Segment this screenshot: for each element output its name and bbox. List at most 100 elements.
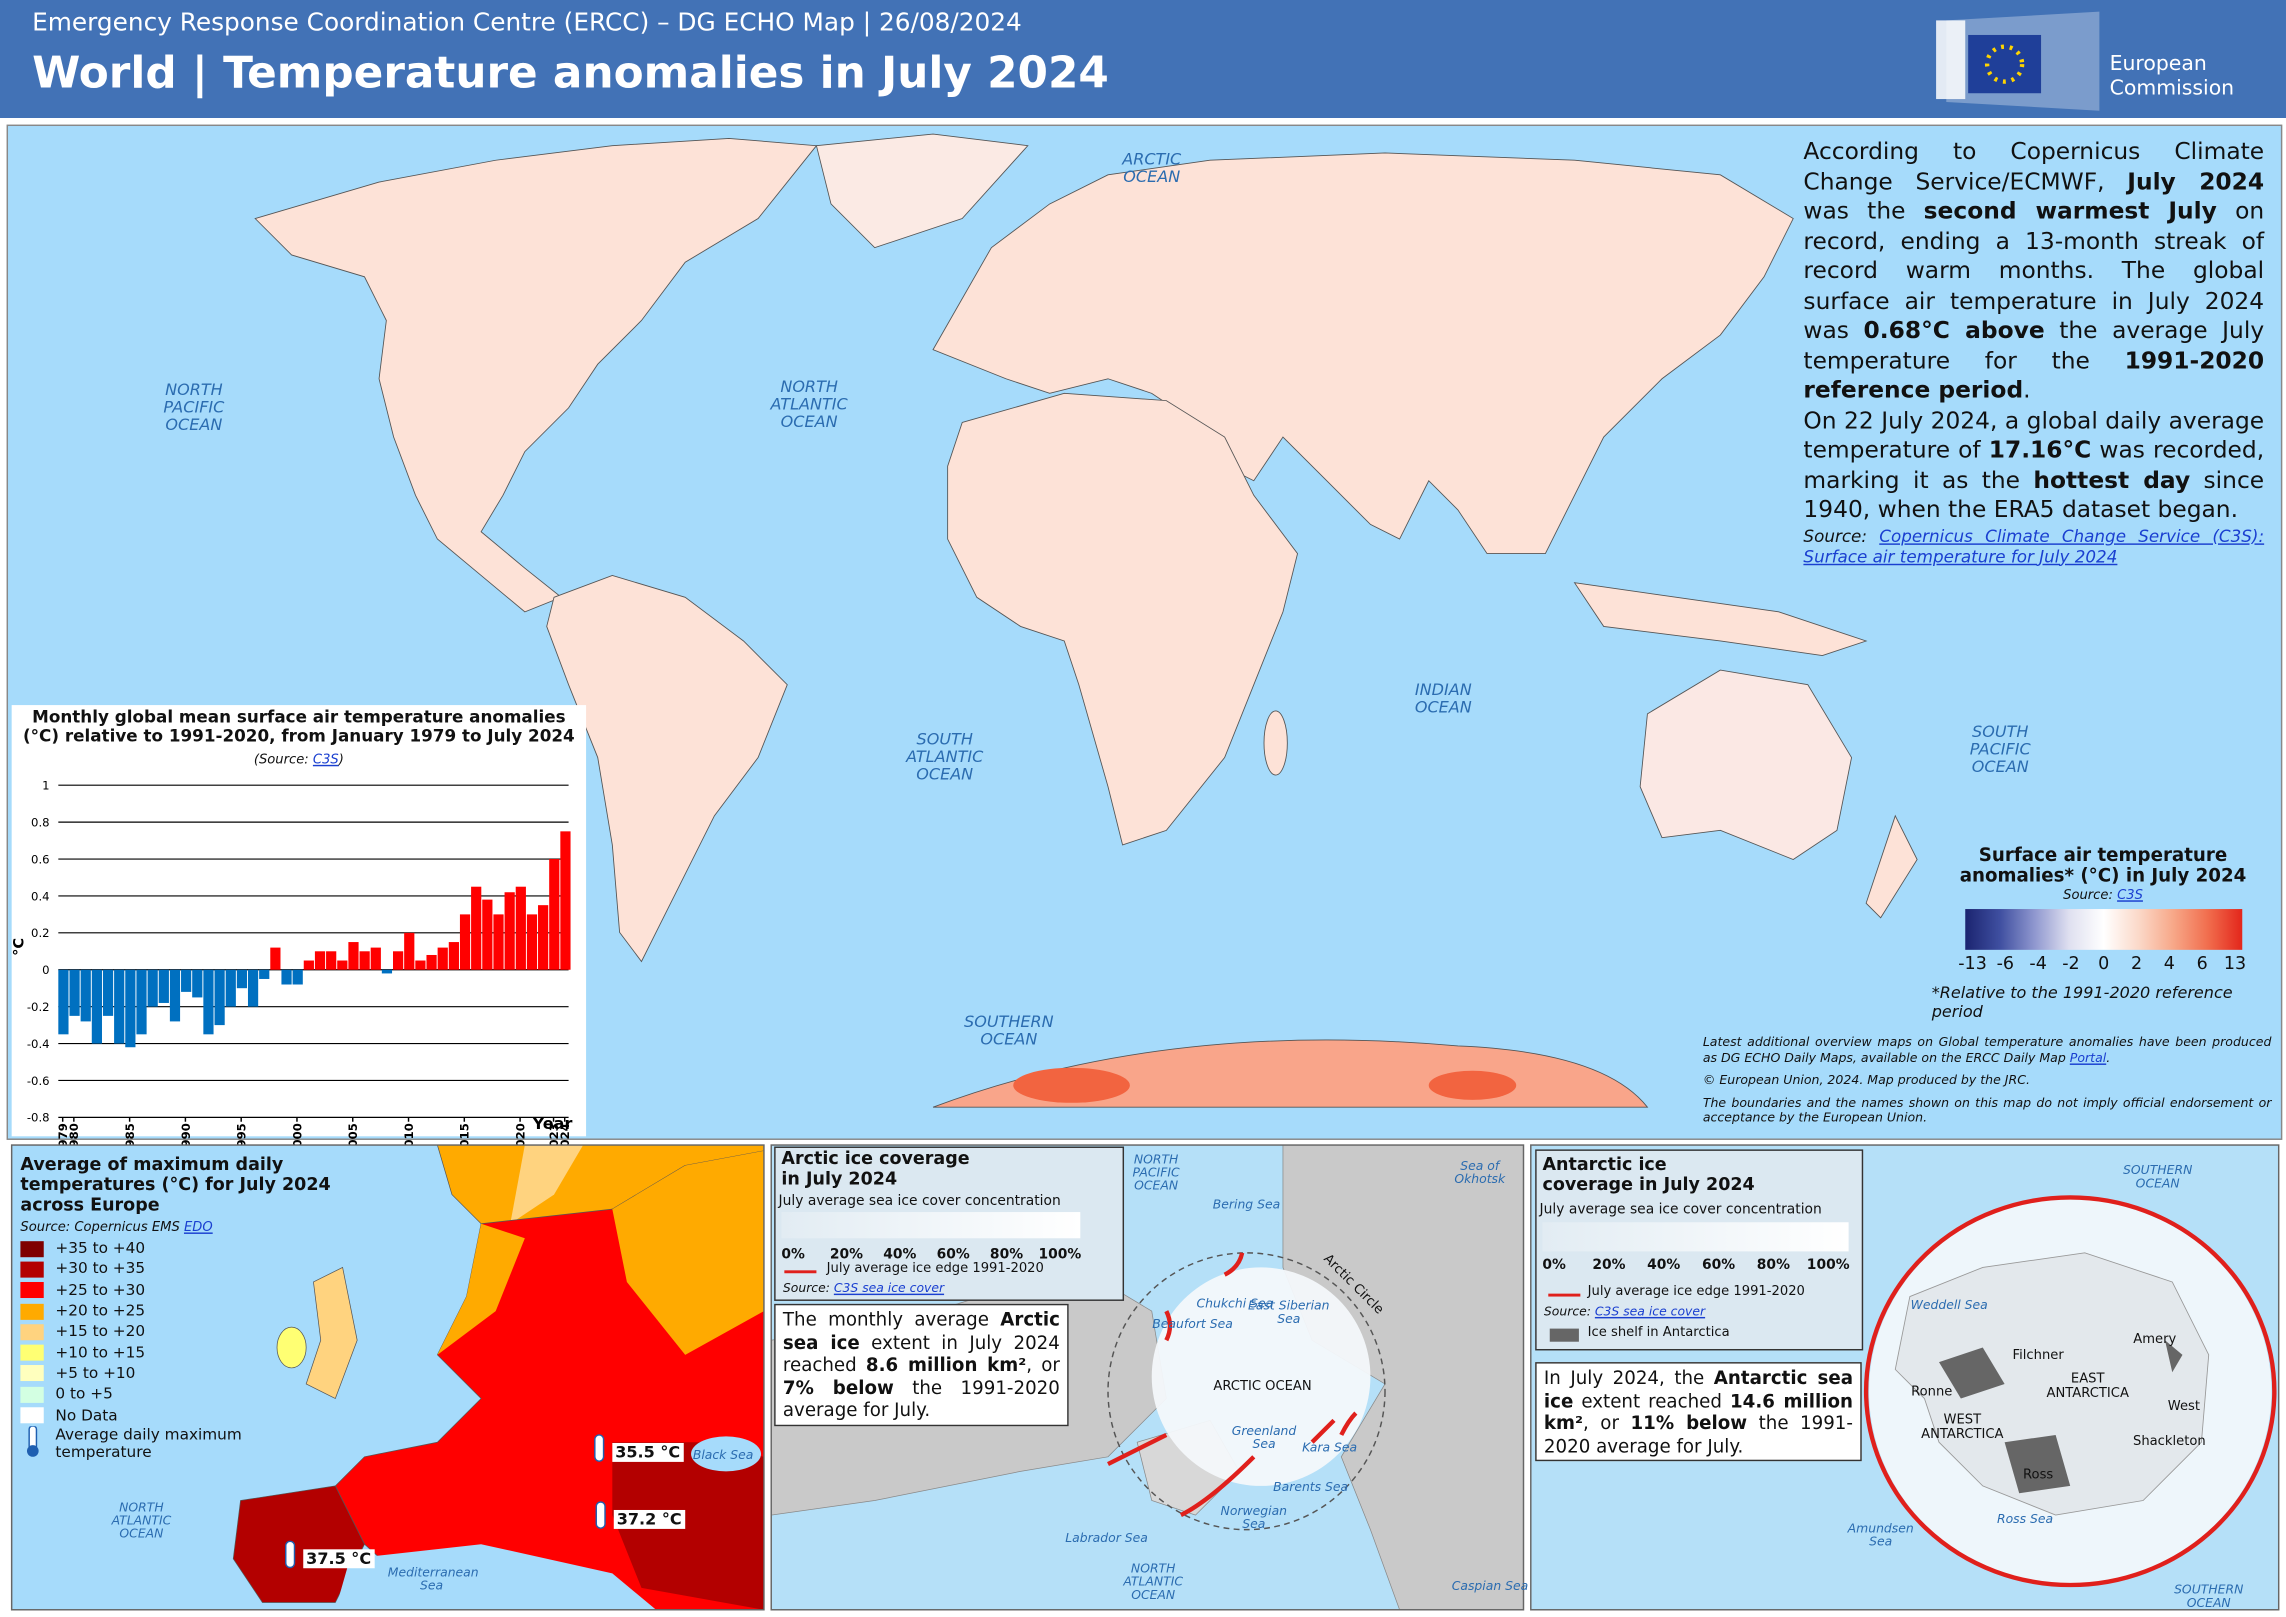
- sea-label: Mediterranean Sea: [387, 1566, 479, 1594]
- ocean-label: ARCTIC OCEAN: [1122, 150, 1182, 187]
- legend: Surface air temperature anomalies* (°C) …: [1939, 843, 2267, 906]
- map-label: Sea of Okhotsk: [1454, 1159, 1506, 1188]
- legend-item: +20 to +25: [20, 1301, 341, 1322]
- colorbar: [1965, 909, 2243, 950]
- legend-label: +5 to +10: [55, 1364, 136, 1383]
- text-run: ): [338, 753, 344, 768]
- text-run: Antarctic sea ice: [1543, 1366, 1854, 1411]
- y-tick-label: -0.4: [27, 1037, 50, 1051]
- text-run: on record, ending a 13-month streak of r…: [1803, 196, 2265, 344]
- map-label: SOUTHERN OCEAN: [2174, 1583, 2244, 1612]
- text-run: The monthly average: [782, 1308, 1001, 1331]
- map-label: Filchner: [2012, 1348, 2064, 1364]
- y-tick-label: 0.6: [31, 852, 50, 866]
- legend-title: Surface air temperature anomalies* (°C) …: [1959, 843, 2247, 886]
- colorbar-tick: -2: [2062, 952, 2080, 974]
- colorbar-tick: 2: [2130, 952, 2143, 974]
- text-run: Arctic sea ice: [782, 1308, 1060, 1353]
- note: Latest additional overview maps on Globa…: [1703, 1036, 2272, 1067]
- map-label: Weddell Sea: [1910, 1298, 1988, 1314]
- map-label: ARCTIC OCEAN: [1213, 1379, 1312, 1395]
- colorbar-tick: 0: [2098, 952, 2110, 974]
- ice-tick: 60%: [1701, 1257, 1736, 1274]
- bar: [426, 954, 437, 970]
- text-run: The boundaries and the names shown on th…: [1702, 1096, 2272, 1127]
- panel-source: Source: Copernicus EMS EDO: [20, 1221, 341, 1236]
- link[interactable]: C3S sea ice cover: [1594, 1305, 1706, 1320]
- text-run: hottest day: [2033, 465, 2191, 494]
- map-label: EAST ANTARCTICA: [2046, 1372, 2129, 1402]
- bar: [459, 914, 471, 970]
- map-label: Chukchi Sea: [1196, 1297, 1274, 1312]
- temperature-label: 37.2 °C: [613, 1509, 685, 1529]
- link[interactable]: C3S sea ice cover: [833, 1281, 945, 1297]
- link[interactable]: C3S: [2117, 888, 2143, 904]
- ocean-label: NORTH PACIFIC OCEAN: [163, 380, 225, 435]
- bar: [471, 886, 482, 970]
- bar: [181, 969, 192, 992]
- link[interactable]: C3S: [312, 753, 339, 768]
- legend-subtitle: July average sea ice cover concentration: [1539, 1201, 1822, 1218]
- y-tick-label: 1: [42, 779, 49, 793]
- link[interactable]: Copernicus Climate Change Service (C3S):…: [1803, 525, 2265, 566]
- legend-swatch: [20, 1407, 44, 1424]
- map-label: Amery: [2133, 1332, 2177, 1348]
- colorbar-tick: 6: [2196, 952, 2208, 974]
- text-run: Source: Copernicus EMS: [20, 1220, 184, 1236]
- legend-item: +35 to +40: [20, 1238, 341, 1259]
- bar: [493, 914, 504, 970]
- legend-label: July average ice edge 1991-2020: [826, 1261, 1044, 1277]
- y-tick-label: 0.8: [31, 815, 50, 829]
- legend-label: Average daily maximum temperature: [55, 1425, 242, 1461]
- temperature-label: 37.5 °C: [303, 1549, 375, 1569]
- panel-title: Antarctic ice coverage in July 2024: [1542, 1153, 1755, 1195]
- bar: [337, 960, 348, 970]
- text-run: , or: [1026, 1353, 1060, 1376]
- header-subtitle: Emergency Response Coordination Centre (…: [32, 8, 1022, 38]
- legend-swatch: [20, 1240, 44, 1257]
- x-axis-title: Year: [532, 1114, 573, 1133]
- legend-swatch: [20, 1386, 44, 1403]
- legend-swatch: [20, 1282, 44, 1299]
- legend-label: +10 to +15: [55, 1344, 146, 1362]
- legend-item: +10 to +15: [20, 1342, 341, 1363]
- text-run: Latest additional overview maps on Globa…: [1702, 1035, 2272, 1066]
- bar: [437, 947, 448, 970]
- link[interactable]: EDO: [183, 1220, 213, 1236]
- link[interactable]: Portal: [2069, 1051, 2107, 1066]
- legend-item: 0 to +5: [20, 1384, 341, 1405]
- bar: [259, 969, 270, 979]
- y-tick-label: 0.4: [31, 889, 50, 903]
- map-label: Bering Sea: [1212, 1198, 1281, 1213]
- panel-title: Average of maximum daily temperatures (°…: [20, 1153, 331, 1215]
- edge-sample: [784, 1270, 817, 1274]
- bar: [326, 951, 337, 970]
- logo-line: European: [2109, 52, 2207, 76]
- colorbar-tick: -6: [1996, 952, 2015, 974]
- map-label: West: [2167, 1399, 2201, 1415]
- paragraph: On 22 July 2024, a global daily average …: [1803, 406, 2264, 525]
- legend-source: Source: C3S: [1939, 886, 2267, 906]
- bar: [270, 947, 281, 970]
- eu-logo: [1936, 11, 2100, 111]
- chart-source: (Source: C3S): [254, 753, 344, 768]
- legend-source: Source: C3S sea ice cover: [1544, 1305, 1705, 1320]
- bar: [281, 969, 292, 985]
- ice-tick: 100%: [1806, 1257, 1850, 1274]
- header-band: [0, 0, 2286, 119]
- arctic-text: The monthly average Arctic sea ice exten…: [774, 1303, 1069, 1426]
- colorbar-tick: -4: [2029, 952, 2047, 974]
- text-run: was the: [1803, 196, 1924, 225]
- text-run: © European Union, 2024. Map produced by …: [1702, 1073, 2030, 1089]
- map-label: Ross: [2023, 1468, 2054, 1484]
- map-label: Beaufort Sea: [1152, 1317, 1233, 1333]
- map-label: Ross Sea: [1996, 1512, 2054, 1528]
- bar: [192, 969, 203, 998]
- chart-title: Monthly global mean surface air temperat…: [17, 707, 580, 771]
- text-run: On 22 July 2024, a global daily average …: [1803, 405, 2265, 464]
- map-label: East Siberian Sea: [1248, 1299, 1330, 1328]
- arctic-legend: Arctic ice coverage in July 2024 July av…: [774, 1146, 1125, 1301]
- text-run: In July 2024, the: [1543, 1366, 1714, 1389]
- y-tick-label: -0.6: [27, 1074, 50, 1088]
